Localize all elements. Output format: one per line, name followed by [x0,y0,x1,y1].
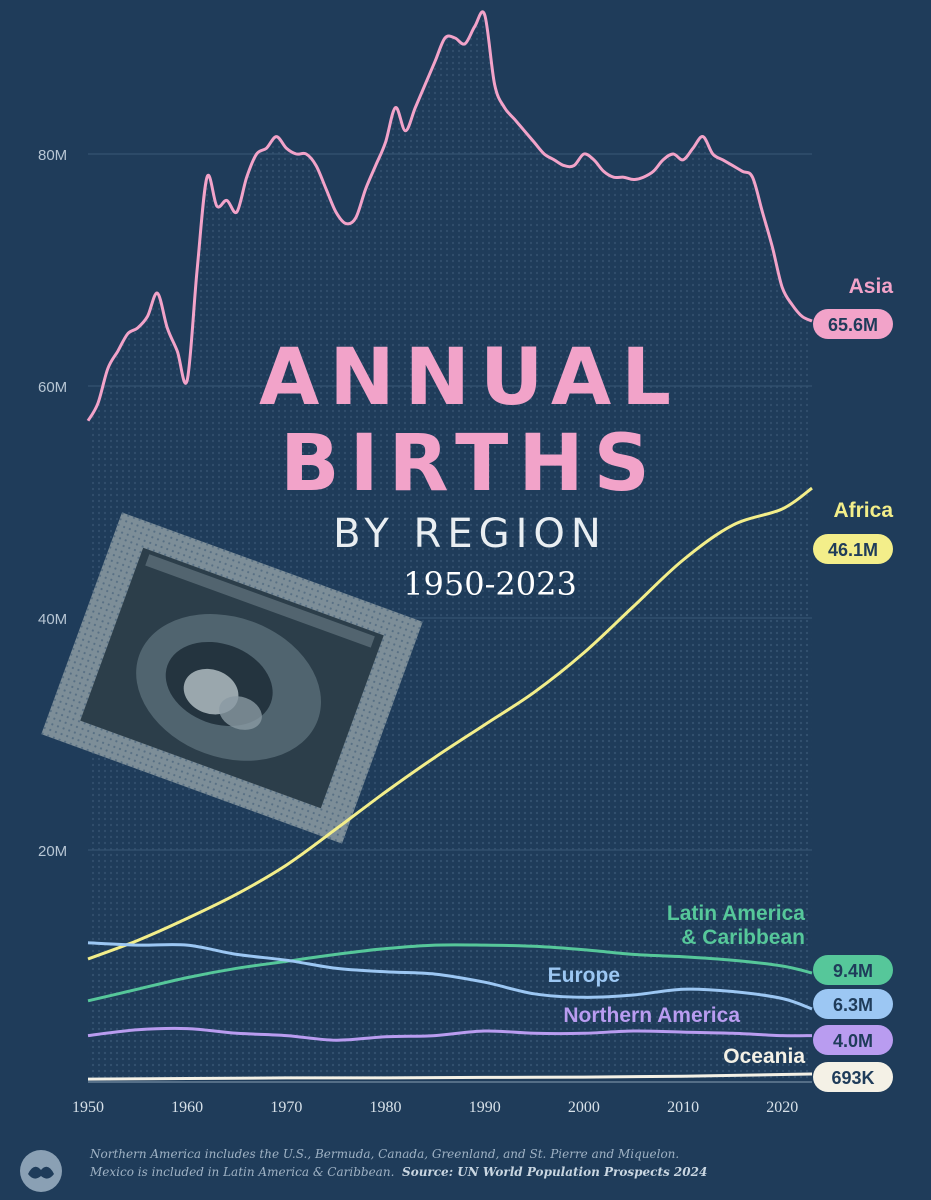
series-line-oceania [87,1072,813,1081]
y-axis: 20M 40M 60M 80M [38,147,67,860]
x-axis: 1950 1960 1970 1980 1990 2000 2010 2020 [72,1081,812,1116]
series-lines [86,10,813,1081]
value-pill-latam [813,955,893,985]
y-tick-label: 80M [38,147,67,164]
title-annual: ANNUAL [259,333,681,423]
series-line-africa [87,486,813,961]
y-tick-label: 40M [38,611,67,628]
visual-capitalist-logo-icon [20,1150,62,1192]
series-name-latam: Latin America & Caribbean [667,902,805,949]
title-by-region: BY REGION [333,511,607,557]
footnote-line1: Northern America includes the U.S., Berm… [90,1147,680,1161]
value-pill-africa [813,534,893,564]
value-pill-europe [813,989,893,1019]
y-tick-label: 60M [38,379,67,396]
series-labels: Asia 65.6M Africa 46.1M Latin America & Carib… [548,275,894,1092]
source-text: Source: UN World Population Prospects 20… [402,1165,708,1179]
series-line-namerica [87,1026,813,1042]
value-pill-oceania [813,1062,893,1092]
series-name-africa: Africa [833,499,893,522]
value-label-oceania: 693K [831,1068,874,1088]
value-label-asia: 65.6M [828,315,878,335]
x-tick-label: 1950 [72,1099,104,1116]
x-tick-label: 2010 [667,1099,699,1116]
series-name-namerica: Northern America [563,1004,740,1027]
value-label-africa: 46.1M [828,540,878,560]
series-name-asia: Asia [849,275,894,298]
value-pill-namerica [813,1025,893,1055]
value-pill-asia [813,309,893,339]
series-line-europe [87,941,813,1011]
series-line-asia [86,10,813,422]
area-fill-africa [88,488,812,1083]
series-line-latam [87,943,813,1003]
x-tick-label: 2000 [568,1099,600,1116]
x-tick-label: 2020 [766,1099,798,1116]
value-label-latam: 9.4M [833,961,873,981]
title-births: BIRTHS [280,419,660,509]
x-tick-label: 1970 [270,1099,302,1116]
chart-title: ANNUAL BIRTHS BY REGION 1950-2023 [200,335,740,603]
value-label-europe: 6.3M [833,995,873,1015]
x-tick-label: 1990 [469,1099,501,1116]
ultrasound-photo-icon [41,512,423,844]
value-label-namerica: 4.0M [833,1031,873,1051]
title-years: 1950-2023 [403,565,577,603]
x-tick-label: 1980 [370,1099,402,1116]
series-name-europe: Europe [548,964,620,987]
series-name-oceania: Oceania [723,1045,805,1068]
x-tick-label: 1960 [171,1099,203,1116]
footnote: Northern America includes the U.S., Berm… [90,1145,850,1181]
footnote-line2: Mexico is included in Latin America & Ca… [90,1165,395,1179]
y-tick-label: 20M [38,843,67,860]
